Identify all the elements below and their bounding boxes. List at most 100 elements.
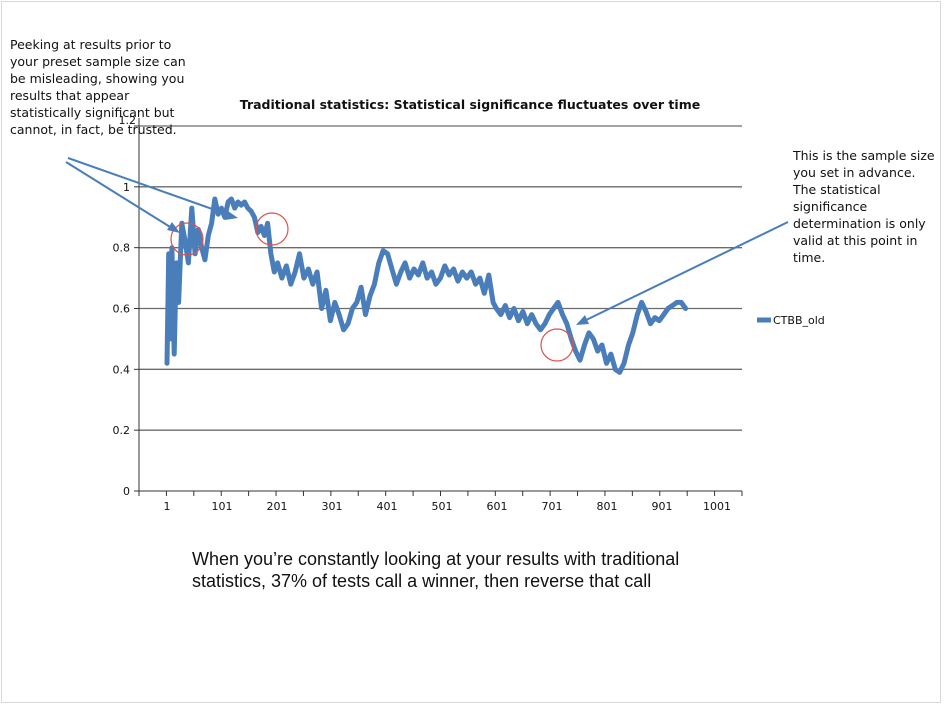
data-point [443,264,447,268]
data-point [491,300,495,304]
data-point [574,349,578,353]
data-point [508,316,512,320]
data-point [596,349,600,353]
x-axis-ticks: 1 101 201 301 401 501 601 701 801 901 1001 [138,491,743,513]
data-point [517,319,520,323]
callout-arrowhead-left-1 [167,222,180,233]
data-point [675,300,679,304]
data-point [284,264,288,268]
data-point [609,352,613,356]
data-point [293,270,297,274]
data-point [478,276,482,280]
data-point [627,343,630,347]
data-point [226,200,230,204]
data-point [561,313,564,317]
data-point [644,310,648,313]
data-point [342,328,346,332]
y-tick-label: 0.6 [113,303,131,316]
data-point [246,206,250,210]
data-point [631,331,635,335]
data-point [249,209,253,213]
data-point [386,252,390,256]
data-point [494,307,498,310]
data-point [252,215,256,219]
data-point [487,273,491,277]
y-tick-label: 0.4 [113,363,131,376]
data-point [364,313,367,317]
data-point [622,361,626,365]
callout-arrowhead-right [576,315,589,325]
data-point [203,258,207,262]
data-point [640,300,644,304]
data-point [618,370,622,374]
data-point [276,261,280,265]
data-point [236,200,240,204]
highlight-circle-early [170,222,204,256]
x-tick-label: 201 [267,500,288,513]
left-callout-text: Peeking at results prior to your preset … [10,37,186,137]
data-point [482,291,486,295]
data-point [368,294,372,298]
data-point [465,276,469,280]
data-point [474,282,478,286]
x-tick-label: 701 [542,500,563,513]
data-point [333,300,337,304]
data-point [412,267,416,271]
x-tick-label: 301 [322,500,343,513]
data-point [272,270,276,274]
data-point [416,273,420,277]
series-line-0 [164,196,689,375]
data-point [539,328,542,332]
legend: CTBB_old [757,314,825,327]
highlight-circles [170,212,574,362]
data-point [172,352,176,356]
gridlines [139,125,742,431]
data-point [350,307,354,310]
data-point [213,197,217,201]
data-point [662,313,666,317]
data-point [653,316,657,320]
y-tick-label: 0 [123,485,130,498]
data-point [328,319,332,323]
data-point [311,282,315,286]
legend-label: CTBB_old [773,314,825,327]
y-tick-label: 1 [123,181,130,194]
data-point [456,279,460,283]
data-point [534,322,538,326]
data-point [206,234,210,237]
data-point [556,300,560,304]
data-point [183,240,187,244]
data-point [315,270,319,274]
data-point [666,307,670,310]
data-point [408,276,412,280]
slide-caption: When you’re constantly looking at your r… [192,549,680,591]
data-point [600,343,604,347]
data-point [359,285,363,289]
data-point [289,282,293,286]
data-point [547,313,551,317]
data-point [165,361,169,365]
data-point [430,270,434,274]
data-point [649,322,652,326]
data-point [460,270,464,274]
data-point [438,276,442,280]
data-point [174,261,178,265]
data-point [503,304,507,307]
data-point [243,200,247,204]
y-tick-label: 0.8 [113,242,131,255]
series-group [164,196,689,375]
data-point [177,300,181,304]
data-point [583,343,586,347]
chart-title: Traditional statistics: Statistical sign… [240,97,700,112]
data-point [186,261,190,265]
data-point [421,261,425,265]
data-point [219,206,223,210]
data-point [216,212,220,216]
data-point [239,203,243,207]
axes [138,118,742,492]
data-point [302,276,306,280]
data-point [452,267,456,271]
data-point [229,197,233,201]
data-point [324,288,328,292]
